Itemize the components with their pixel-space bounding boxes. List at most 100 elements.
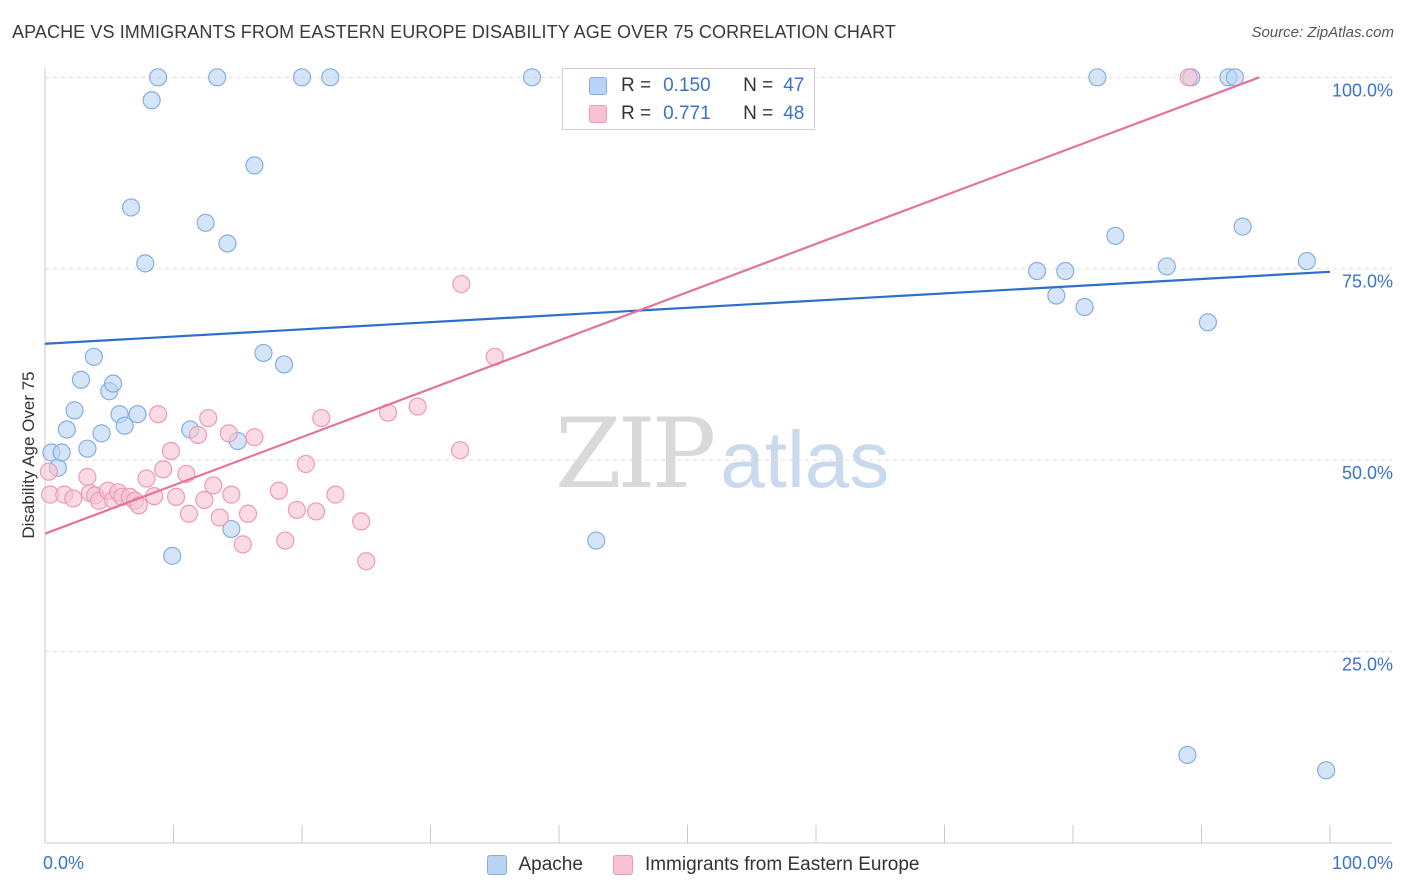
apache-swatch — [486, 855, 507, 875]
watermark-zip: ZIP — [555, 398, 716, 510]
stats-legend: R = 0.150 N = 47 R = 0.771 N = 48 — [562, 68, 815, 130]
y-tick-label: 25.0% — [1342, 655, 1393, 675]
apache-point — [84, 347, 103, 366]
apache-point — [292, 68, 312, 87]
eastern-europe-point — [161, 441, 181, 461]
apache-point — [163, 546, 182, 565]
apache-point — [142, 91, 161, 110]
apache-point — [71, 370, 91, 389]
watermark: ZIP atlas — [555, 398, 889, 510]
eastern-europe-trend-line — [44, 76, 1260, 535]
eastern-europe-swatch — [589, 105, 607, 123]
apache-point — [274, 355, 294, 374]
apache-point — [208, 68, 227, 87]
eastern-europe-point — [352, 512, 371, 531]
legend-item-eastern-europe[interactable]: Immigrants from Eastern Europe — [612, 854, 920, 876]
n-value: 47 — [783, 75, 805, 96]
apache-point — [52, 443, 71, 462]
eastern-europe-point — [307, 502, 326, 521]
apache-point — [1075, 297, 1094, 317]
apache-point — [321, 68, 340, 87]
apache-point — [1027, 261, 1047, 281]
eastern-europe-point — [39, 462, 58, 481]
r-label: R = — [621, 75, 652, 96]
apache-point — [1233, 217, 1252, 236]
eastern-europe-point — [233, 535, 252, 554]
r-value: 0.771 — [663, 103, 711, 124]
eastern-europe-point — [148, 405, 168, 424]
apache-point — [218, 234, 237, 253]
source-label: Source: ZipAtlas.com — [1251, 24, 1394, 41]
y-tick-label: 100.0% — [1332, 80, 1393, 100]
eastern-europe-point — [219, 424, 238, 443]
apache-point — [522, 68, 542, 87]
apache-point — [222, 519, 241, 539]
apache-point — [1178, 745, 1197, 765]
apache-point — [128, 405, 147, 424]
apache-point — [1297, 251, 1316, 271]
series-legend: Apache Immigrants from Eastern Europe — [0, 850, 1406, 880]
eastern-europe-point — [326, 485, 345, 504]
apache-point — [1157, 257, 1176, 276]
x-tick-label: 100.0% — [1332, 853, 1393, 873]
n-label: N = — [743, 103, 774, 124]
apache-point — [1088, 68, 1107, 87]
eastern-europe-point — [312, 408, 331, 428]
apache-point — [1198, 313, 1218, 332]
apache-point — [148, 68, 168, 87]
apache-point — [57, 420, 76, 439]
stats-legend-row-eastern-europe: R = 0.771 N = 48 — [589, 101, 804, 127]
eastern-europe-point — [296, 454, 315, 474]
eastern-europe-point — [64, 489, 83, 508]
r-value: 0.150 — [663, 75, 711, 96]
eastern-europe-point — [450, 441, 470, 460]
stats-legend-row-apache: R = 0.150 N = 47 — [589, 73, 804, 99]
apache-point — [254, 343, 273, 363]
eastern-europe-point — [357, 552, 376, 571]
apache-point — [1047, 286, 1066, 305]
eastern-europe-point — [452, 274, 471, 294]
apache-point — [104, 374, 123, 393]
eastern-europe-swatch — [612, 855, 633, 875]
apache-point — [136, 254, 155, 273]
eastern-europe-point — [408, 397, 427, 416]
apache-point — [78, 439, 97, 458]
apache-swatch — [589, 77, 607, 95]
apache-point — [245, 156, 264, 175]
eastern-europe-point — [204, 476, 223, 495]
apache-point — [92, 424, 111, 443]
eastern-europe-point — [195, 490, 214, 510]
eastern-europe-point — [210, 508, 229, 527]
apache-point — [121, 198, 141, 217]
legend-item-apache[interactable]: Apache — [486, 854, 583, 876]
watermark-atlas: atlas — [720, 415, 890, 504]
chart-title: APACHE VS IMMIGRANTS FROM EASTERN EUROPE… — [12, 22, 896, 42]
apache-trend-line — [44, 270, 1331, 345]
eastern-europe-point — [179, 504, 199, 523]
eastern-europe-point — [137, 469, 156, 488]
apache-point — [115, 416, 134, 435]
y-tick-label: 50.0% — [1342, 463, 1393, 483]
eastern-europe-point — [238, 504, 258, 523]
y-axis-label: Disability Age Over 75 — [19, 371, 38, 538]
eastern-europe-point — [276, 531, 295, 550]
apache-point — [65, 401, 84, 420]
n-label: N = — [743, 75, 774, 96]
eastern-europe-point — [78, 467, 97, 487]
y-tick-label: 75.0% — [1342, 272, 1393, 292]
legend-label-apache: Apache — [518, 854, 583, 875]
eastern-europe-point — [199, 408, 218, 428]
eastern-europe-point — [287, 500, 306, 520]
apache-point — [1106, 226, 1125, 245]
eastern-europe-point — [188, 425, 208, 444]
eastern-europe-point — [222, 485, 241, 504]
apache-point — [1317, 761, 1336, 780]
eastern-europe-point — [245, 428, 264, 447]
apache-point — [1056, 261, 1075, 281]
n-value: 48 — [783, 103, 805, 124]
apache-point — [196, 213, 215, 232]
eastern-europe-point — [269, 481, 288, 500]
apache-point — [587, 531, 606, 550]
r-label: R = — [621, 103, 652, 124]
